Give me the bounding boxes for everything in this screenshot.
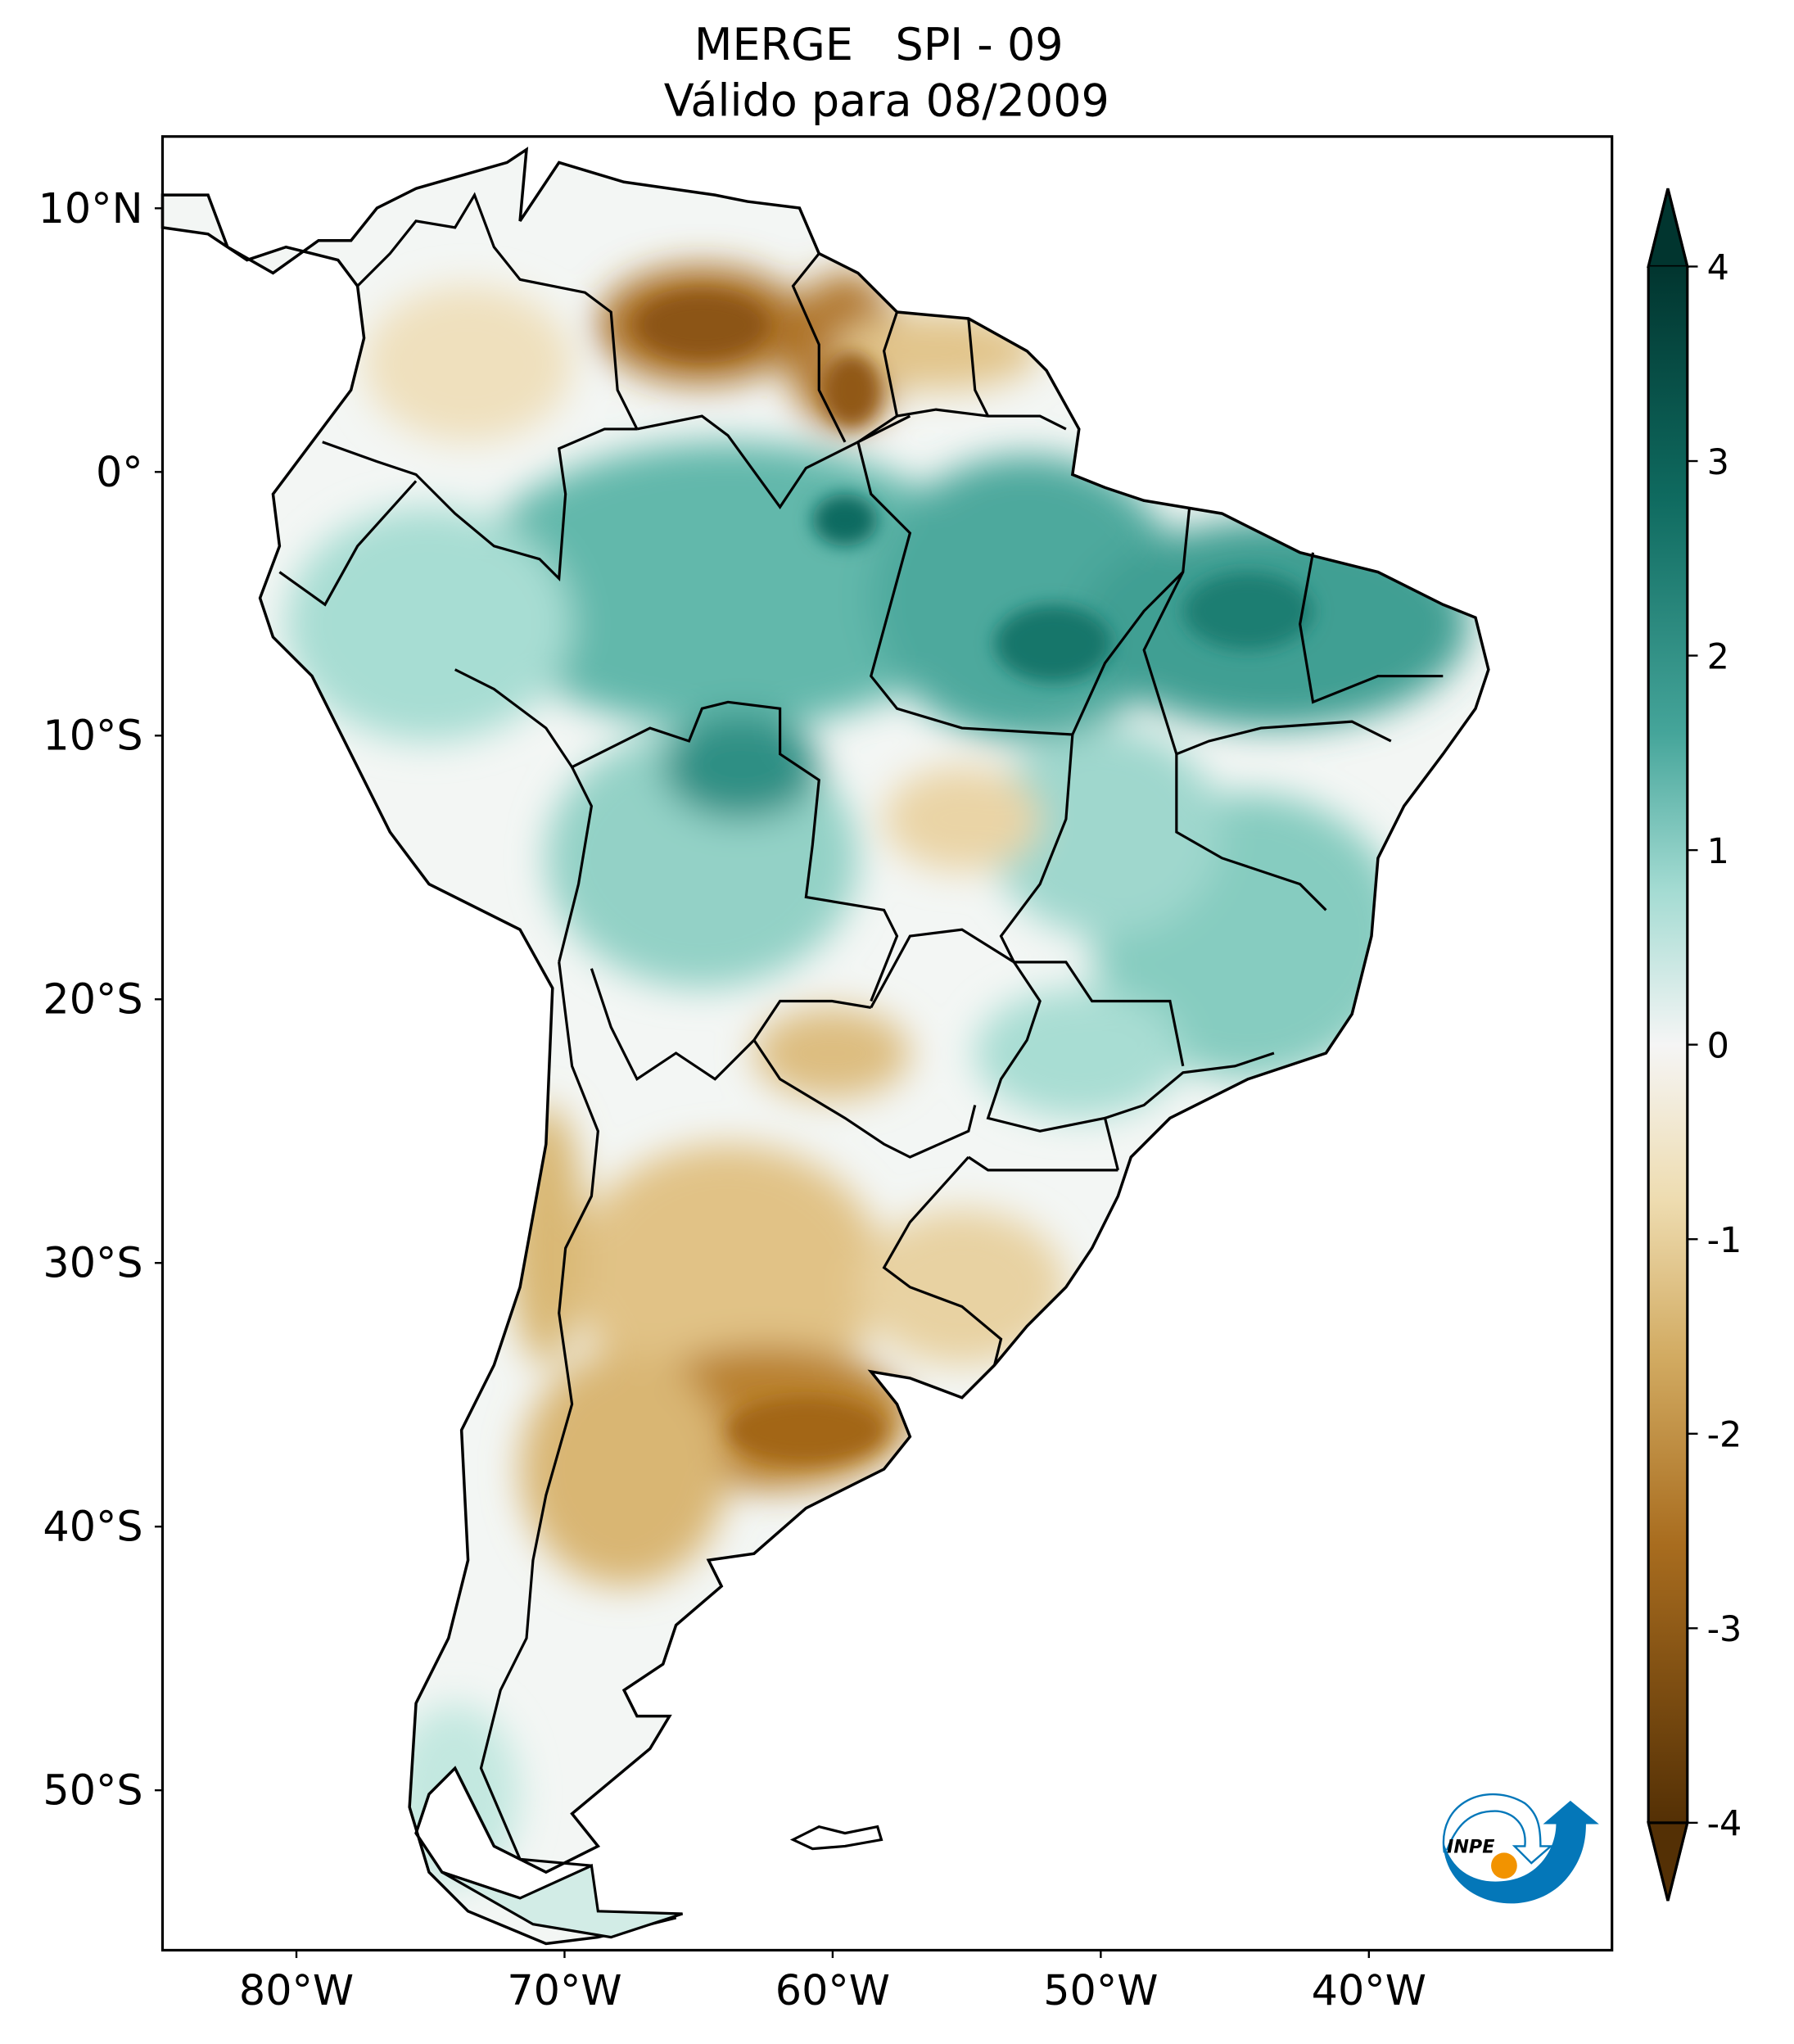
wet-anomaly-west-amazon (286, 507, 572, 741)
lat-tick-label: 10°S (43, 712, 142, 760)
wet-anomaly-rondonia (662, 715, 820, 820)
colorbar-ticks: 4 3 2 1 0 -1 -2 -3 -4 (1687, 247, 1742, 1845)
wet-core-northeast (1182, 572, 1313, 650)
border-paraguay-argentina (752, 1039, 977, 1159)
lat-tick-label: 50°S (43, 1766, 142, 1815)
colorbar-outline (1647, 188, 1689, 1902)
falkland-islands (789, 1825, 883, 1851)
title-line-1: MERGE SPI - 09 (694, 19, 1064, 70)
lon-tick-label: 60°W (775, 1966, 890, 2015)
border-colombia-venezuela (356, 192, 639, 430)
colorbar-tick-label: 2 (1707, 636, 1729, 677)
longitude-tick-labels: 80°W 70°W 60°W 50°W 40°W (239, 1950, 1426, 2015)
border-brazil-states-7 (1176, 720, 1392, 756)
inpe-logo: INPE (1442, 1793, 1599, 1904)
border-colombia-ecuador-peru (322, 427, 637, 582)
border-suriname-guiana (967, 318, 990, 417)
colorbar-tick-label: 4 (1707, 247, 1729, 288)
lat-tick-label: 10°N (38, 184, 143, 233)
dry-core-guyana (823, 353, 880, 427)
colorbar-tick-label: -1 (1707, 1220, 1742, 1261)
dry-anomaly-north (832, 312, 1041, 391)
map-frame (160, 135, 1614, 1952)
logo-text: INPE (1447, 1836, 1494, 1857)
logo-blue-swoosh (1443, 1800, 1599, 1904)
tierra-del-fuego (441, 1863, 684, 1939)
colorbar-extend-bottom (1647, 1821, 1689, 1902)
colorbar-extend-top (1647, 188, 1689, 269)
wet-core-amazon (812, 494, 878, 546)
logo-outline-arrow (1442, 1793, 1554, 1865)
dry-core-pampas (728, 1397, 884, 1463)
dry-anomaly-argentina (572, 1144, 884, 1404)
wet-core-para (994, 604, 1112, 683)
lat-tick-label: 0° (96, 448, 143, 496)
border-peru-brazil-bolivia (454, 668, 899, 1002)
lat-tick-label: 40°S (43, 1503, 142, 1551)
border-bolivia-paraguay-argentina (590, 968, 872, 1082)
border-brazil-states-6 (967, 1155, 1118, 1172)
lat-tick-label: 20°S (43, 975, 142, 1024)
border-venezuela-guyana (791, 252, 847, 443)
border-argentina-uruguay-brazil (882, 1155, 1003, 1366)
border-brazil-states-1 (856, 414, 1191, 736)
colorbar-tick-label: 0 (1707, 1026, 1729, 1067)
colorbar-tick-label: -2 (1707, 1415, 1742, 1456)
dry-anomaly-paraguay (753, 1007, 911, 1099)
colorbar-gradient (1648, 266, 1688, 1823)
border-brazil-states-4 (1299, 552, 1444, 704)
border-ecuador-peru (278, 480, 418, 607)
colorbar: 4 3 2 1 0 -1 -2 -3 -4 (1647, 188, 1742, 1902)
colorbar-tick-label: 1 (1707, 831, 1729, 872)
latitude-tick-labels: 10°N 0° 10°S 20°S 30°S 40°S 50°S (38, 184, 163, 1815)
wet-anomaly-center (987, 728, 1222, 937)
border-chile-argentina (479, 961, 599, 1867)
dry-anomaly-colombia (364, 286, 572, 442)
border-guyana-suriname (882, 311, 899, 417)
border-brazil-states-5 (870, 928, 1119, 1171)
colorbar-tick-label: -4 (1707, 1804, 1742, 1845)
dry-core-venezuela (636, 292, 767, 358)
political-borders (278, 192, 1444, 1867)
border-brazil-states-3 (1142, 571, 1327, 911)
spi-field (162, 149, 1489, 1944)
dry-anomaly-central-argentina (520, 1352, 729, 1586)
lon-tick-label: 80°W (239, 1966, 354, 2015)
border-brazil-states-8 (1105, 1051, 1275, 1119)
dry-anomaly-rs-uruguay (857, 1209, 1066, 1366)
colorbar-tick-label: -3 (1707, 1609, 1742, 1650)
logo-orange-sun (1491, 1852, 1517, 1879)
dry-anomaly-mato-grosso (883, 766, 1041, 871)
lon-tick-label: 50°W (1043, 1966, 1158, 2015)
lon-tick-label: 40°W (1312, 1966, 1426, 2015)
lat-tick-label: 30°S (43, 1239, 142, 1287)
wet-anomaly-sp (974, 988, 1183, 1119)
title-line-2: Válido para 08/2009 (664, 75, 1109, 126)
colorbar-tick-label: 3 (1707, 442, 1729, 483)
border-peru-bolivia (558, 766, 594, 963)
lon-tick-label: 70°W (507, 1966, 621, 2015)
